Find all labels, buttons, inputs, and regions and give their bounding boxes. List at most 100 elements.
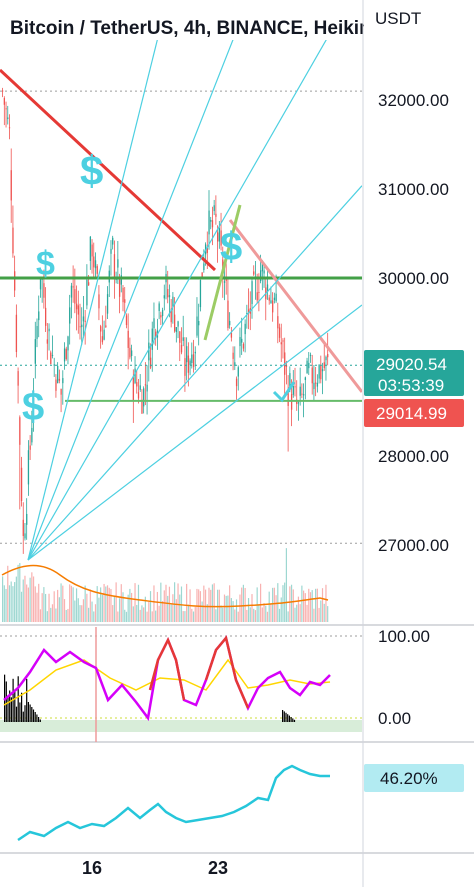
candle-body bbox=[58, 378, 61, 381]
volume-bar bbox=[315, 588, 317, 622]
volume-bar bbox=[36, 592, 38, 622]
candle-body bbox=[81, 324, 83, 328]
candle-body bbox=[118, 276, 121, 297]
volume-bar bbox=[24, 575, 26, 622]
volume-bar bbox=[232, 601, 234, 622]
stoch-hist-bar bbox=[14, 691, 16, 722]
candle-body bbox=[89, 236, 92, 261]
volume-bar bbox=[289, 586, 291, 622]
volume-bar bbox=[229, 585, 231, 622]
candle-body bbox=[141, 399, 143, 414]
candle-body bbox=[196, 316, 198, 336]
candle-body bbox=[182, 337, 184, 341]
volume-bar bbox=[220, 605, 222, 622]
volume-bar bbox=[88, 607, 90, 622]
stoch-hist-bar bbox=[283, 711, 285, 722]
stoch-hist-bar bbox=[282, 710, 284, 722]
volume-bar bbox=[323, 603, 325, 622]
candle-body bbox=[45, 307, 47, 326]
candle-body bbox=[74, 289, 76, 304]
volume-bar bbox=[201, 601, 203, 622]
stoch-hist-bar bbox=[31, 707, 33, 722]
candle-body bbox=[34, 339, 36, 364]
candle-body bbox=[206, 247, 208, 253]
candle-body bbox=[301, 393, 303, 395]
volume-bar bbox=[151, 611, 153, 622]
fan-line bbox=[27, 40, 327, 561]
stoch-hist-bar bbox=[24, 705, 26, 722]
volume-bar bbox=[235, 599, 238, 622]
percent-indicator-value: 46.20% bbox=[380, 769, 438, 788]
stoch-hist-bar bbox=[29, 704, 31, 722]
volume-bar bbox=[168, 586, 171, 622]
volume-bar bbox=[22, 579, 24, 622]
volume-bar bbox=[26, 584, 28, 622]
candle-body bbox=[192, 354, 195, 367]
candle-body bbox=[7, 117, 9, 120]
volume-bar bbox=[106, 585, 109, 622]
second-price-value: 29014.99 bbox=[376, 404, 447, 423]
volume-bar bbox=[272, 587, 274, 622]
candle-body bbox=[227, 300, 229, 328]
volume-bar bbox=[239, 594, 241, 622]
volume-bar bbox=[45, 593, 47, 622]
volume-bar bbox=[292, 589, 294, 622]
candle-body bbox=[15, 314, 18, 353]
candle-body bbox=[201, 272, 203, 279]
candle-body bbox=[172, 296, 174, 307]
checkmark-annotation bbox=[272, 381, 296, 403]
volume-bar bbox=[91, 601, 93, 622]
volume-bar bbox=[184, 611, 186, 622]
volume-bar bbox=[89, 589, 91, 622]
candle-body bbox=[110, 248, 112, 254]
price-tick-label: 32000.00 bbox=[378, 91, 449, 110]
stoch-hist-bar bbox=[288, 715, 290, 722]
candle-body bbox=[75, 303, 78, 310]
volume-bar bbox=[182, 611, 184, 622]
candle-body bbox=[180, 344, 183, 353]
volume-bar bbox=[120, 584, 122, 622]
volume-bar bbox=[306, 604, 308, 622]
candle-body bbox=[272, 300, 274, 313]
candle-body bbox=[129, 347, 131, 358]
volume-bar bbox=[15, 576, 17, 622]
stoch-tick-label: 100.00 bbox=[378, 627, 430, 646]
volume-bar bbox=[249, 607, 251, 622]
volume-bar bbox=[51, 604, 54, 622]
volume-bar bbox=[39, 609, 42, 622]
candle-body bbox=[315, 382, 317, 384]
candle-body bbox=[285, 365, 288, 367]
volume-bar bbox=[113, 596, 115, 622]
volume-bar bbox=[103, 583, 105, 622]
volume-bar bbox=[261, 607, 263, 622]
candle-body bbox=[311, 367, 313, 384]
candle-body bbox=[131, 350, 133, 356]
candle-body bbox=[318, 364, 320, 379]
candle-body bbox=[189, 360, 191, 365]
candle-body bbox=[113, 254, 116, 277]
candle-body bbox=[161, 310, 164, 317]
candle-body bbox=[69, 307, 71, 324]
stoch-hist-bar bbox=[7, 695, 9, 722]
volume-bar bbox=[77, 598, 79, 622]
stoch-hist-bar bbox=[38, 717, 40, 722]
volume-bar bbox=[222, 607, 224, 622]
candle-body bbox=[304, 377, 307, 381]
volume-bar bbox=[10, 581, 12, 622]
candle-body bbox=[10, 170, 12, 201]
downtrend-line bbox=[0, 68, 217, 272]
candle-body bbox=[12, 227, 14, 254]
candle-body bbox=[38, 311, 40, 321]
volume-bar bbox=[72, 587, 74, 622]
stoch-hist-bar bbox=[293, 719, 296, 722]
candle-body bbox=[325, 356, 327, 361]
candle-body bbox=[144, 384, 147, 386]
volume-bar bbox=[278, 608, 281, 622]
volume-bar bbox=[132, 606, 134, 622]
candle-body bbox=[94, 260, 97, 269]
candle-body bbox=[213, 205, 215, 212]
candle-body bbox=[51, 354, 54, 356]
volume-bar bbox=[65, 609, 67, 622]
candle-body bbox=[251, 281, 253, 305]
